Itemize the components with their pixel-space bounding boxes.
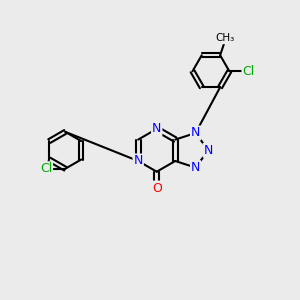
Text: N: N xyxy=(203,144,213,157)
Text: N: N xyxy=(134,154,143,167)
Text: N: N xyxy=(191,127,200,140)
Text: CH₃: CH₃ xyxy=(215,33,234,43)
Text: O: O xyxy=(152,182,162,194)
Text: N: N xyxy=(152,122,161,135)
Text: N: N xyxy=(191,161,200,174)
Text: Cl: Cl xyxy=(40,162,52,175)
Text: Cl: Cl xyxy=(243,65,255,78)
